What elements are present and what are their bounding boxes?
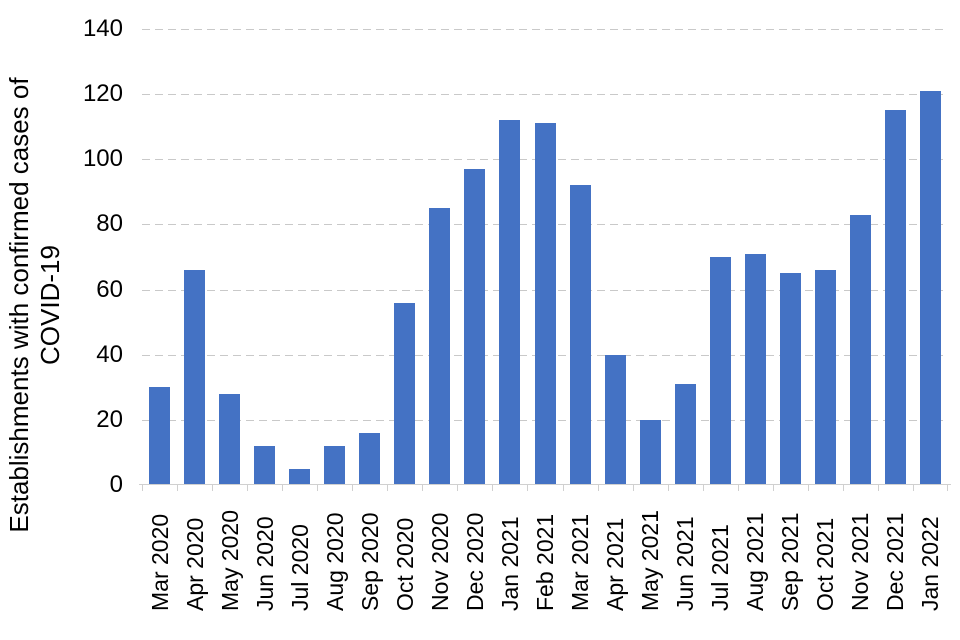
x-axis-tick bbox=[212, 485, 214, 491]
x-axis-tick bbox=[317, 485, 319, 491]
bar[interactable] bbox=[884, 110, 906, 485]
x-tick-label: Jun 2020 bbox=[251, 516, 278, 611]
x-tick-label: May 2021 bbox=[637, 509, 664, 611]
x-axis-tick bbox=[737, 485, 739, 491]
bar[interactable] bbox=[639, 419, 661, 485]
x-tick-label: Aug 2020 bbox=[321, 512, 348, 611]
y-tick-label: 40 bbox=[96, 340, 123, 368]
x-tick-label: Dec 2021 bbox=[882, 512, 909, 611]
bar[interactable] bbox=[779, 273, 801, 485]
x-tick-label: Dec 2020 bbox=[461, 512, 488, 611]
y-tick-label: 120 bbox=[82, 80, 123, 108]
x-axis-tick bbox=[632, 485, 634, 491]
x-axis-tick bbox=[947, 485, 948, 491]
y-tick-label: 80 bbox=[96, 210, 123, 238]
x-axis-tick bbox=[247, 485, 249, 491]
y-tick-label: 140 bbox=[82, 15, 123, 42]
x-axis-tick bbox=[562, 485, 564, 491]
x-axis-tick bbox=[422, 485, 424, 491]
x-tick-label: Jan 2021 bbox=[496, 516, 523, 611]
x-axis-labels: Mar 2020 Apr 2020 May 2020 Jun 2020 Jul 2020… bbox=[142, 493, 948, 618]
bar[interactable] bbox=[359, 432, 381, 485]
x-axis-tick bbox=[457, 485, 459, 491]
x-tick-label: Aug 2021 bbox=[742, 512, 769, 611]
x-tick-label: Jan 2022 bbox=[917, 516, 944, 611]
x-axis-line bbox=[139, 484, 951, 485]
x-tick-label: Sep 2020 bbox=[356, 512, 383, 611]
x-tick-label: Nov 2021 bbox=[847, 512, 874, 611]
plot-area bbox=[139, 29, 951, 491]
gridline bbox=[142, 29, 948, 30]
gridline bbox=[142, 94, 948, 96]
x-axis-tick bbox=[702, 485, 704, 491]
x-axis-tick bbox=[772, 485, 774, 491]
bar[interactable] bbox=[674, 384, 696, 485]
x-tick-label: Apr 2021 bbox=[602, 517, 629, 611]
x-tick-label: Mar 2020 bbox=[146, 513, 173, 611]
y-tick-label: 0 bbox=[109, 471, 123, 498]
bar[interactable] bbox=[464, 169, 486, 485]
x-axis-tick bbox=[667, 485, 669, 491]
bar[interactable] bbox=[534, 123, 556, 485]
bar[interactable] bbox=[254, 445, 276, 485]
bar[interactable] bbox=[744, 253, 766, 485]
x-axis-tick bbox=[352, 485, 354, 491]
x-tick-label: Jul 2021 bbox=[707, 524, 734, 611]
x-axis-tick bbox=[282, 485, 284, 491]
y-tick-label: 100 bbox=[82, 145, 123, 173]
x-axis-tick bbox=[842, 485, 844, 491]
x-tick-label: May 2020 bbox=[216, 509, 243, 611]
bar[interactable] bbox=[814, 270, 836, 485]
bar[interactable] bbox=[429, 208, 451, 485]
bar[interactable] bbox=[849, 214, 871, 485]
x-axis-tick bbox=[912, 485, 914, 491]
bar[interactable] bbox=[499, 120, 521, 485]
x-tick-label: Feb 2021 bbox=[532, 513, 558, 611]
x-axis-tick bbox=[387, 485, 389, 491]
bar[interactable] bbox=[219, 393, 241, 485]
x-tick-label: Sep 2021 bbox=[777, 512, 804, 611]
bar[interactable] bbox=[919, 90, 941, 485]
y-axis-tick-labels: 0 20 40 60 80 100 120 140 bbox=[58, 0, 123, 640]
y-axis-title-line-1: Establishments with confirmed cases of bbox=[4, 77, 34, 533]
x-axis-tick bbox=[177, 485, 179, 491]
x-axis-tick bbox=[527, 485, 529, 491]
x-axis-tick bbox=[877, 485, 879, 491]
x-tick-label: Nov 2020 bbox=[426, 512, 453, 611]
x-tick-label: Jun 2021 bbox=[672, 516, 699, 611]
x-axis-tick bbox=[142, 485, 143, 491]
bar[interactable] bbox=[569, 185, 591, 485]
bar[interactable] bbox=[394, 302, 416, 485]
x-tick-label: Oct 2020 bbox=[391, 517, 418, 611]
x-tick-label: Oct 2021 bbox=[812, 517, 839, 611]
x-axis-tick bbox=[492, 485, 494, 491]
bar[interactable] bbox=[709, 257, 731, 485]
x-tick-label: Jul 2020 bbox=[286, 524, 313, 611]
y-tick-label: 60 bbox=[96, 275, 123, 303]
x-axis-tick bbox=[807, 485, 809, 491]
bar[interactable] bbox=[184, 270, 206, 485]
x-tick-label: Mar 2021 bbox=[567, 513, 594, 611]
bar[interactable] bbox=[289, 468, 311, 485]
x-axis-tick bbox=[597, 485, 599, 491]
x-tick-label: Apr 2020 bbox=[181, 517, 208, 611]
bar[interactable] bbox=[324, 445, 346, 485]
bar[interactable] bbox=[149, 387, 171, 485]
y-tick-label: 20 bbox=[96, 405, 123, 433]
bar[interactable] bbox=[604, 354, 626, 485]
